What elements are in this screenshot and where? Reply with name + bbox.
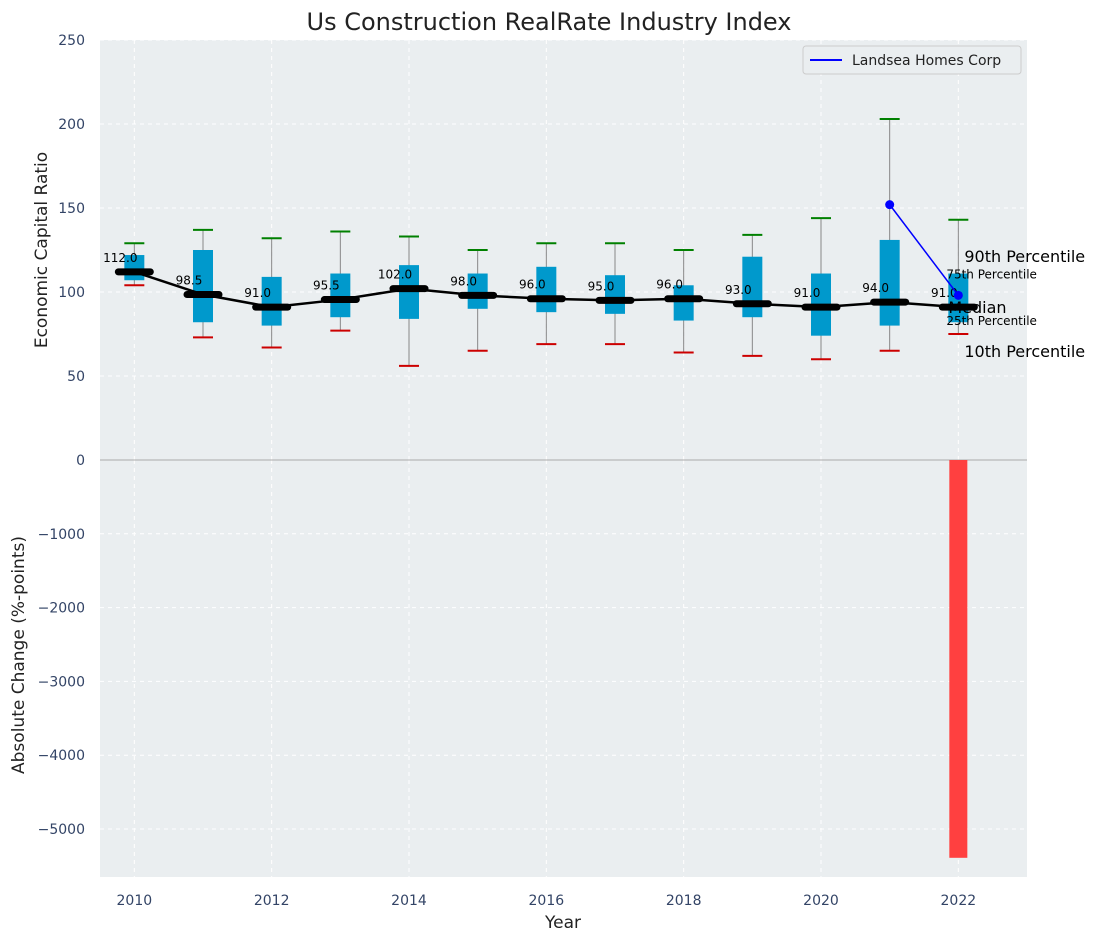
x-tick-label: 2010 xyxy=(117,893,153,909)
y-axis-label-top: Economic Capital Ratio xyxy=(32,152,52,348)
y-tick-label-top: 50 xyxy=(67,369,85,385)
box-iqr xyxy=(330,273,351,318)
company-point xyxy=(953,290,963,300)
box-plots: 112.0 98.5 91.0 95.5 102.0 98.0 96.0 95.0 96.0 93… xyxy=(103,117,978,367)
chart-title: Us Construction RealRate Industry Index xyxy=(307,8,792,36)
legend-label: Landsea Homes Corp xyxy=(852,53,1001,69)
x-tick-label: 2018 xyxy=(666,893,702,909)
box-median-label: 94.0 xyxy=(862,281,889,295)
y-tick-label-bottom: −4000 xyxy=(38,748,85,764)
y-tick-label-top: 200 xyxy=(58,117,85,133)
y-tick-label-top: 0 xyxy=(76,453,85,469)
box-median-label: 95.0 xyxy=(588,279,615,293)
top-plot-background xyxy=(100,40,1027,460)
legend: Landsea Homes Corp xyxy=(802,45,1022,75)
box-median-label: 91.0 xyxy=(244,286,271,300)
box-median-label: 91.0 xyxy=(931,286,958,300)
box-iqr xyxy=(673,285,694,321)
label-p10: 10th Percentile xyxy=(964,342,1085,361)
company-series xyxy=(885,200,963,300)
box-median-label: 98.5 xyxy=(176,274,203,288)
median-line xyxy=(133,270,959,309)
percentile-labels: 90th Percentile 75th Percentile Median25th… xyxy=(946,247,1085,361)
box-median-label: 98.0 xyxy=(450,274,477,288)
box-median-label: 112.0 xyxy=(103,251,137,265)
x-tick-label: 2016 xyxy=(529,893,565,909)
x-tick-label: 2012 xyxy=(254,893,290,909)
label-p90: 90th Percentile xyxy=(964,247,1085,266)
label-q1: 25th Percentile xyxy=(946,314,1037,328)
y-tick-label-bottom: −5000 xyxy=(38,822,85,838)
box-iqr xyxy=(261,276,282,326)
y-tick-label-bottom: −1000 xyxy=(38,527,85,543)
y-axis-label-bottom: Absolute Change (%-points) xyxy=(9,536,29,774)
x-tick-label: 2022 xyxy=(941,893,977,909)
box-iqr xyxy=(467,273,488,309)
y-tick-label-top: 150 xyxy=(58,201,85,217)
median-trend-line xyxy=(133,270,959,309)
axes: 0 50 100 150 200 250 −1000 −2000 −3000 −4000 −5000… xyxy=(38,33,1027,909)
company-point xyxy=(885,200,895,210)
box-median-label: 95.5 xyxy=(313,279,340,293)
label-median: Median xyxy=(948,298,1006,317)
y-tick-label-bottom: −3000 xyxy=(38,674,85,690)
bottom-plot-background xyxy=(100,460,1027,877)
x-tick-label: 2014 xyxy=(391,893,427,909)
box-median-label: 93.0 xyxy=(725,283,752,297)
company-line xyxy=(889,204,959,296)
change-bars xyxy=(949,460,968,858)
x-tick-label: 2020 xyxy=(803,893,839,909)
x-axis-label: Year xyxy=(544,913,581,933)
box-iqr xyxy=(193,250,213,323)
label-q3: 75th Percentile xyxy=(946,268,1037,282)
legend-box xyxy=(802,45,1022,75)
change-bar xyxy=(949,460,968,858)
box-median-label: 91.0 xyxy=(794,286,821,300)
y-tick-label-top: 250 xyxy=(58,33,85,49)
y-tick-label-top: 100 xyxy=(58,285,85,301)
box-median-label: 96.0 xyxy=(519,278,546,292)
box-median-label: 96.0 xyxy=(656,278,683,292)
y-tick-label-bottom: −2000 xyxy=(38,601,85,617)
box-iqr xyxy=(605,275,625,314)
box-median-label: 102.0 xyxy=(378,268,412,282)
